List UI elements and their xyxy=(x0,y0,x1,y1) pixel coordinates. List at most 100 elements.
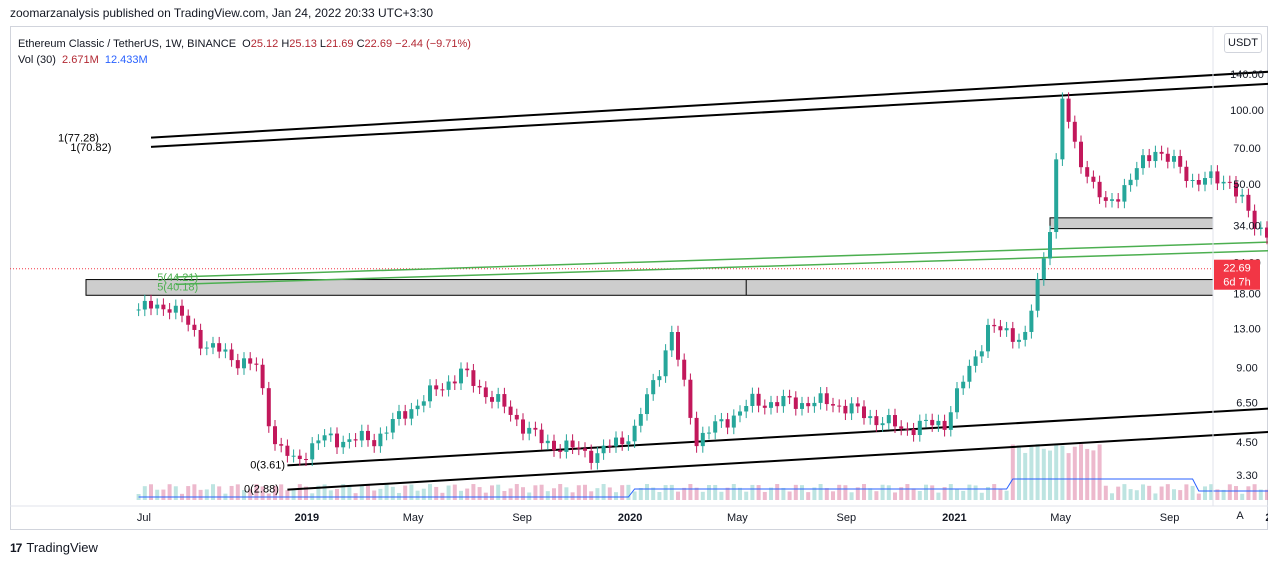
x-tick-label: Sep xyxy=(836,512,856,524)
candle-body xyxy=(384,432,389,434)
x-tick-label: 2021 xyxy=(942,512,966,524)
candle-body xyxy=(291,455,296,457)
volume-value: 2.671M xyxy=(62,54,99,66)
volume-bar xyxy=(880,484,885,500)
volume-bar xyxy=(1147,485,1152,500)
candle-body xyxy=(973,356,978,366)
current-price-badge xyxy=(1214,259,1260,290)
candle-body xyxy=(341,441,346,448)
candle-body xyxy=(459,368,463,384)
candle-body xyxy=(545,440,550,444)
volume-bar xyxy=(254,484,259,500)
volume-bar xyxy=(508,488,513,500)
y-tick-label: 70.00 xyxy=(1233,143,1261,155)
candle-body xyxy=(1010,328,1015,342)
candle-body xyxy=(762,405,767,408)
footer-brand[interactable]: 17 TradingView xyxy=(10,540,98,555)
candle-body xyxy=(707,432,711,434)
candle-body xyxy=(465,368,470,371)
volume-bar xyxy=(558,484,563,500)
volume-bar xyxy=(843,485,848,500)
level-annotation: 5(44.21) xyxy=(157,272,198,284)
volume-bar xyxy=(1103,485,1108,500)
candle-body xyxy=(1227,181,1232,183)
candle-body xyxy=(638,414,643,426)
volume-bar xyxy=(514,484,519,500)
ohlc-open: O25.12 xyxy=(242,38,279,50)
volume-bar xyxy=(1165,484,1170,500)
volume-bar xyxy=(378,488,383,500)
volume-bar xyxy=(186,486,191,500)
volume-bar xyxy=(855,487,860,500)
volume-bar xyxy=(304,486,308,500)
volume-bar xyxy=(831,491,835,500)
volume-bar xyxy=(465,488,470,500)
volume-bar xyxy=(700,491,705,500)
volume-bar xyxy=(756,485,761,500)
volume-bar xyxy=(862,484,866,500)
candle-body xyxy=(756,393,761,406)
volume-bar xyxy=(217,486,222,500)
candle-body xyxy=(310,443,315,460)
candle-body xyxy=(682,359,687,380)
x-tick-label: Jul xyxy=(137,512,151,524)
candle-body xyxy=(149,300,153,309)
candle-body xyxy=(942,420,947,430)
volume-bar xyxy=(1134,490,1139,500)
candle-body xyxy=(304,459,308,461)
volume-bar xyxy=(483,492,488,500)
price-axis: 140.00100.0070.0050.0034.0024.0018.0013.… xyxy=(1212,26,1264,506)
volume-bar xyxy=(421,488,426,500)
volume-bar xyxy=(1227,484,1232,500)
x-tick-label: Sep xyxy=(512,512,532,524)
volume-bar xyxy=(471,484,476,500)
volume-bar xyxy=(868,488,873,500)
volume-bar xyxy=(235,484,240,500)
volume-bar xyxy=(632,491,637,500)
volume-bar xyxy=(955,488,959,500)
ohlc-change: −2.44 (−9.71%) xyxy=(395,38,471,50)
volume-bar xyxy=(1184,484,1189,500)
candle-body xyxy=(998,326,1003,331)
chart-legend: Ethereum Classic / TetherUS, 1W, BINANCE… xyxy=(18,36,471,68)
candle-body xyxy=(279,444,284,446)
candle-body xyxy=(266,388,271,427)
auto-scale-button[interactable]: A xyxy=(1236,510,1244,522)
price-chart[interactable]: 1(77.28)1(70.82) 5(44.21)5(40.18) 0(3.61) 0… xyxy=(10,26,1268,530)
volume-bar xyxy=(167,484,172,500)
candle-body xyxy=(502,394,507,407)
volume-bar xyxy=(1246,486,1251,500)
volume-bar xyxy=(1110,493,1114,500)
volume-bar xyxy=(812,487,817,500)
volume-bar xyxy=(744,491,749,500)
candle-body xyxy=(570,440,575,448)
candle-body xyxy=(421,401,426,406)
volume-bar xyxy=(1203,486,1207,500)
volume-bar xyxy=(986,486,990,500)
volume-bar xyxy=(1017,445,1021,500)
x-tick-label: Sep xyxy=(1160,512,1180,524)
candle-body xyxy=(440,389,445,391)
candle-body xyxy=(1190,179,1195,181)
volume-bar xyxy=(1079,444,1083,500)
candle-body xyxy=(607,445,612,447)
volume-bar xyxy=(1240,493,1245,500)
volume-bar xyxy=(1265,489,1268,500)
candle-body xyxy=(831,404,835,406)
candle-body xyxy=(552,440,556,451)
volume-bar xyxy=(663,485,668,500)
candle-body xyxy=(595,453,600,463)
volume-bar xyxy=(607,487,612,500)
y-tick-label: 50.00 xyxy=(1233,179,1261,191)
ohlc-high: H25.13 xyxy=(281,38,317,50)
candle-body xyxy=(1159,151,1164,154)
volume-bar xyxy=(440,492,445,500)
candle-body xyxy=(1035,279,1040,311)
volume-bar xyxy=(428,484,432,500)
candle-body xyxy=(886,415,891,424)
currency-button[interactable]: USDT xyxy=(1224,33,1262,53)
volume-bar xyxy=(434,486,439,500)
volume-bar xyxy=(998,488,1003,500)
candle-body xyxy=(539,429,544,444)
volume-bar xyxy=(645,484,649,500)
